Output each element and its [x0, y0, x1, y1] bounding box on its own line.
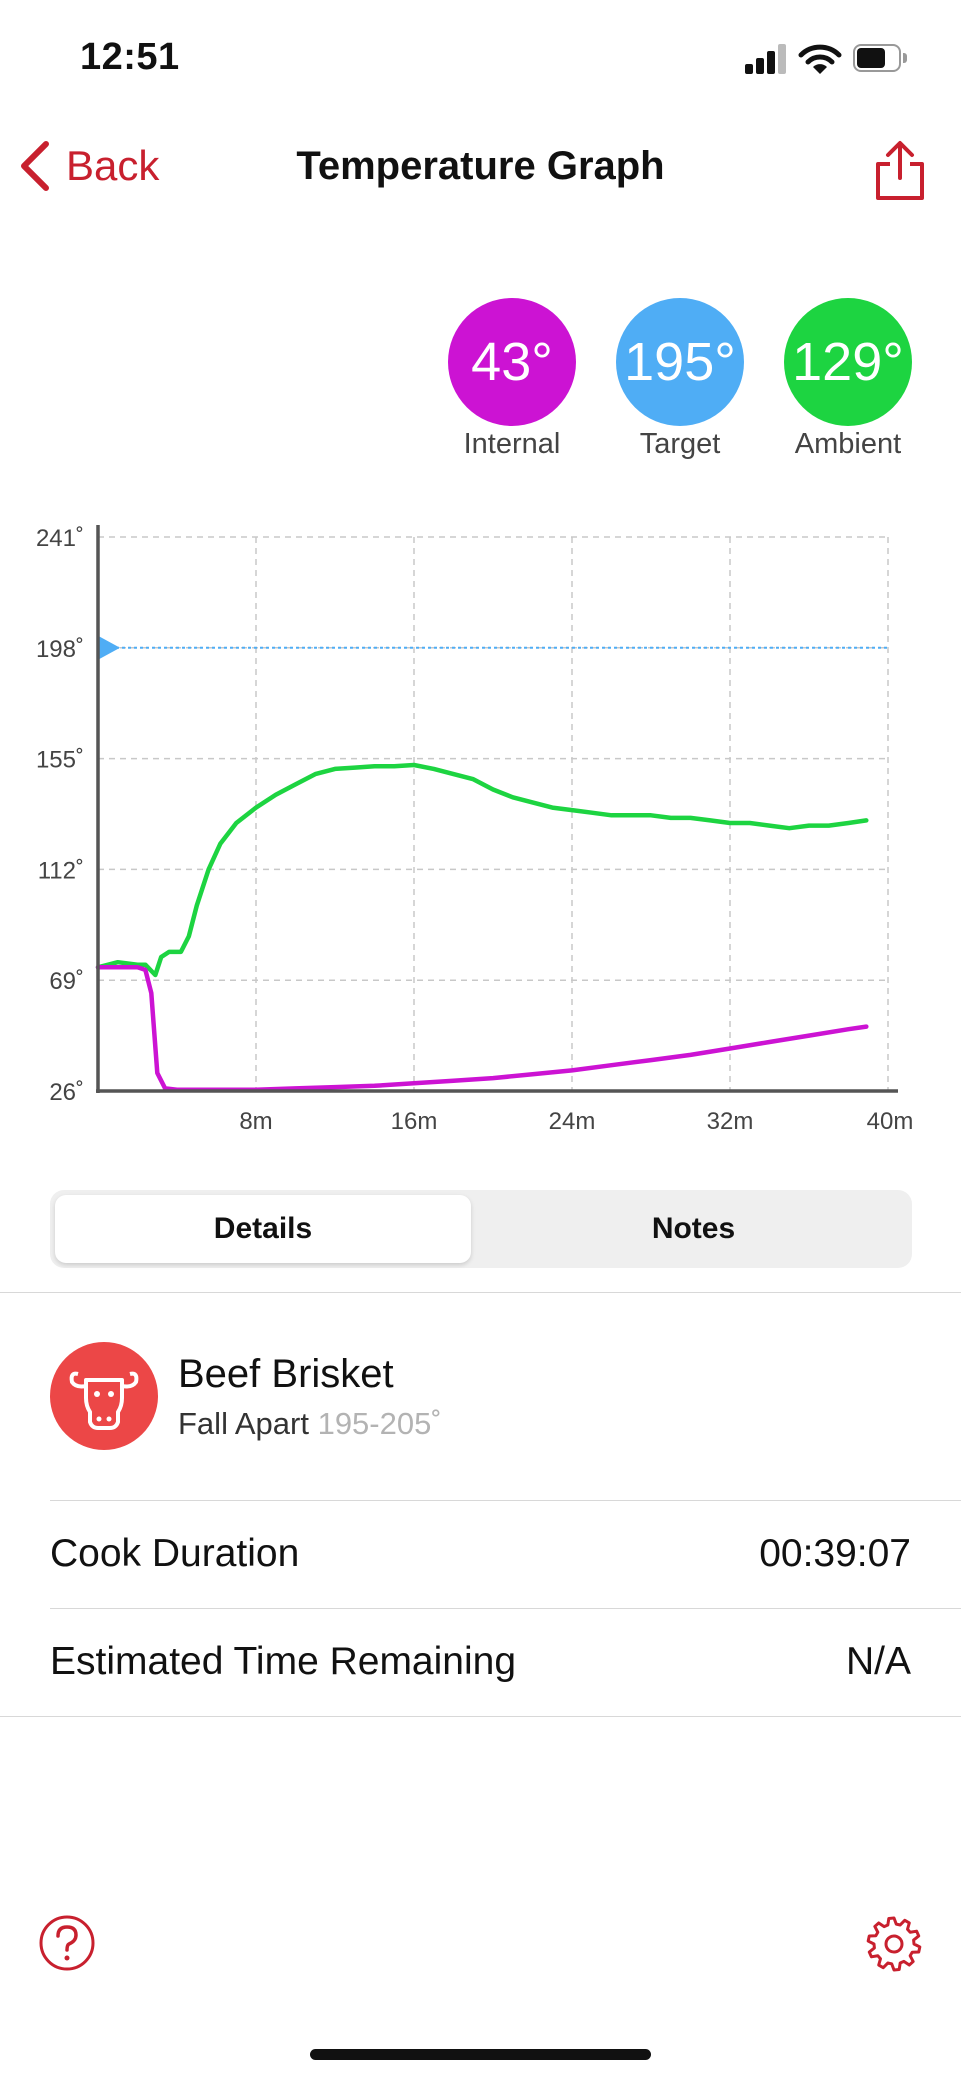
- back-button[interactable]: Back: [18, 140, 159, 192]
- status-time: 12:51: [80, 36, 180, 78]
- wifi-icon: [798, 44, 842, 74]
- tab-details[interactable]: Details: [55, 1195, 471, 1263]
- help-button[interactable]: [38, 1914, 96, 1977]
- doneness-range: 195-205˚: [317, 1406, 442, 1441]
- doneness-label: Fall Apart: [178, 1406, 309, 1441]
- temperature-chart: 26˚ 69˚ 112˚ 155˚ 198˚ 241˚ 8m 16m 24m 32m 40m: [36, 525, 914, 1135]
- divider: [50, 1608, 961, 1609]
- internal-line: [95, 965, 869, 1092]
- target-temp-circle: 195°: [616, 298, 744, 426]
- home-indicator: [310, 2049, 651, 2060]
- cut-doneness: Fall Apart 195-205˚: [178, 1406, 442, 1442]
- y-tick-label: 241˚: [36, 525, 84, 552]
- cook-duration-label: Cook Duration: [50, 1532, 300, 1575]
- back-label: Back: [66, 142, 160, 189]
- y-tick-label: 112˚: [38, 857, 84, 884]
- ambient-line: [95, 762, 869, 978]
- y-tick-label: 198˚: [36, 636, 84, 663]
- y-tick-label: 26˚: [49, 1079, 84, 1106]
- target-marker: [98, 635, 120, 660]
- x-tick-label: 32m: [707, 1108, 754, 1135]
- x-tick-label: 16m: [391, 1108, 438, 1135]
- chevron-left-icon: [21, 141, 49, 191]
- internal-temp-label: Internal: [463, 428, 561, 460]
- internal-temp-circle: 43°: [448, 298, 576, 426]
- cut-name: Beef Brisket: [178, 1352, 394, 1396]
- cellular-signal-icon: [745, 44, 787, 74]
- settings-button[interactable]: [864, 1914, 924, 1979]
- share-button[interactable]: [872, 140, 928, 207]
- ambient-temp-label: Ambient: [794, 428, 902, 460]
- divider: [0, 1716, 961, 1717]
- details-notes-segment: Details Notes: [50, 1190, 912, 1268]
- y-tick-label: 155˚: [36, 747, 84, 774]
- gear-icon: [866, 1916, 922, 1972]
- divider: [50, 1500, 961, 1501]
- x-tick-label: 8m: [239, 1108, 272, 1135]
- y-tick-label: 69˚: [49, 968, 84, 995]
- ambient-temp-circle: 129°: [784, 298, 912, 426]
- x-tick-label: 40m: [867, 1108, 914, 1135]
- share-icon: [876, 141, 924, 200]
- time-remaining-value: N/A: [845, 1640, 911, 1683]
- question-icon: [39, 1915, 95, 1971]
- cook-duration-value: 00:39:07: [759, 1532, 911, 1575]
- x-tick-label: 24m: [549, 1108, 596, 1135]
- target-temp-label: Target: [639, 428, 721, 460]
- cow-icon: [50, 1342, 158, 1450]
- divider: [0, 1292, 961, 1293]
- tab-notes[interactable]: Notes: [651, 1212, 736, 1245]
- battery-icon: [853, 44, 909, 74]
- time-remaining-label: Estimated Time Remaining: [50, 1640, 517, 1683]
